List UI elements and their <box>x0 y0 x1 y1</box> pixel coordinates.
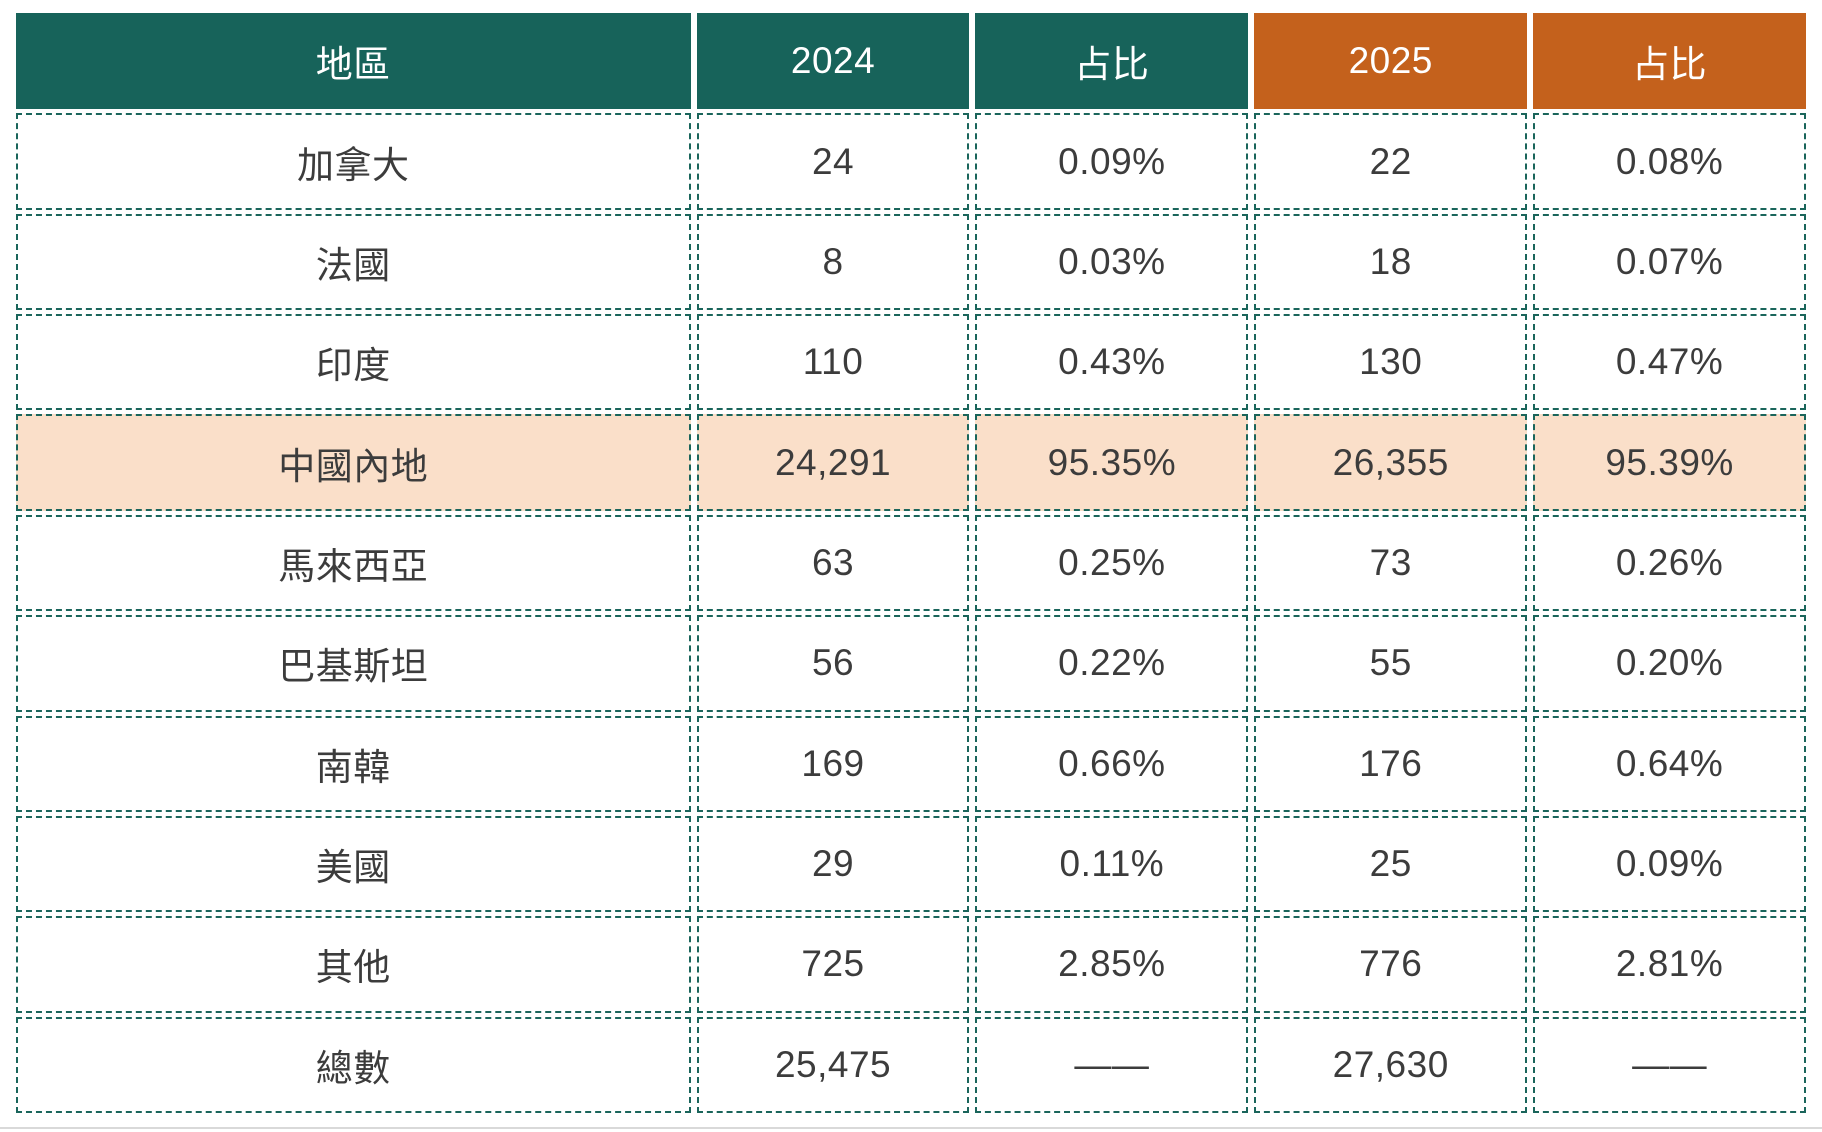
table-row: 印度 110 0.43% 130 0.47% <box>16 314 1806 411</box>
share-2024-cell: 95.35% <box>975 414 1249 511</box>
value-2024-cell: 169 <box>696 715 970 812</box>
share-2024-cell: 0.43% <box>975 314 1249 411</box>
share-2024-cell: 0.11% <box>975 815 1249 913</box>
value-2025-cell: 18 <box>1254 213 1528 311</box>
share-2025-cell: 0.64% <box>1533 715 1806 812</box>
table-row: 法國 8 0.03% 18 0.07% <box>16 213 1806 311</box>
share-2025-cell: —— <box>1533 1016 1806 1113</box>
table-row: 巴基斯坦 56 0.22% 55 0.20% <box>16 615 1806 712</box>
region-cell: 馬來西亞 <box>16 514 691 612</box>
table-row: 馬來西亞 63 0.25% 73 0.26% <box>16 514 1806 612</box>
table-row: 美國 29 0.11% 25 0.09% <box>16 815 1806 913</box>
table-row-total: 總數 25,475 —— 27,630 —— <box>16 1016 1806 1113</box>
value-2025-cell: 26,355 <box>1254 414 1528 511</box>
value-2024-cell: 24,291 <box>696 414 970 511</box>
page-bottom-divider <box>0 1127 1822 1129</box>
share-2025-cell: 0.26% <box>1533 514 1806 612</box>
share-2024-cell: 0.25% <box>975 514 1249 612</box>
share-2025-cell: 0.07% <box>1533 213 1806 311</box>
region-cell: 印度 <box>16 314 691 411</box>
value-2025-cell: 25 <box>1254 815 1528 913</box>
share-2024-cell: 0.09% <box>975 113 1249 210</box>
share-2025-cell: 0.08% <box>1533 113 1806 210</box>
table-row: 加拿大 24 0.09% 22 0.08% <box>16 113 1806 210</box>
value-2024-cell: 29 <box>696 815 970 913</box>
share-2024-cell: —— <box>975 1016 1249 1113</box>
share-2025-cell: 0.09% <box>1533 815 1806 913</box>
table-row-highlighted: 中國內地 24,291 95.35% 26,355 95.39% <box>16 414 1806 511</box>
header-2024: 2024 <box>696 13 970 110</box>
value-2024-cell: 24 <box>696 113 970 210</box>
share-2025-cell: 2.81% <box>1533 916 1806 1013</box>
header-2025: 2025 <box>1254 13 1528 110</box>
header-share-2025: 占比 <box>1533 13 1806 110</box>
share-2024-cell: 0.22% <box>975 615 1249 712</box>
share-2024-cell: 0.03% <box>975 213 1249 311</box>
header-region: 地區 <box>16 13 691 110</box>
value-2024-cell: 725 <box>696 916 970 1013</box>
region-cell: 加拿大 <box>16 113 691 210</box>
value-2025-cell: 22 <box>1254 113 1528 210</box>
region-cell: 南韓 <box>16 715 691 812</box>
share-2025-cell: 0.20% <box>1533 615 1806 712</box>
value-2025-cell: 776 <box>1254 916 1528 1013</box>
value-2025-cell: 130 <box>1254 314 1528 411</box>
region-cell: 巴基斯坦 <box>16 615 691 712</box>
value-2025-cell: 55 <box>1254 615 1528 712</box>
regions-table: 地區 2024 占比 2025 占比 加拿大 24 0.09% 22 0.08%… <box>16 13 1806 1113</box>
value-2024-cell: 25,475 <box>696 1016 970 1113</box>
region-cell: 中國內地 <box>16 414 691 511</box>
value-2024-cell: 56 <box>696 615 970 712</box>
region-cell: 美國 <box>16 815 691 913</box>
share-2025-cell: 95.39% <box>1533 414 1806 511</box>
value-2025-cell: 27,630 <box>1254 1016 1528 1113</box>
value-2024-cell: 8 <box>696 213 970 311</box>
header-share-2024: 占比 <box>975 13 1249 110</box>
value-2024-cell: 110 <box>696 314 970 411</box>
share-2024-cell: 2.85% <box>975 916 1249 1013</box>
value-2025-cell: 73 <box>1254 514 1528 612</box>
region-cell: 法國 <box>16 213 691 311</box>
share-2025-cell: 0.47% <box>1533 314 1806 411</box>
value-2025-cell: 176 <box>1254 715 1528 812</box>
table-row: 南韓 169 0.66% 176 0.64% <box>16 715 1806 812</box>
region-cell: 總數 <box>16 1016 691 1113</box>
table-header-row: 地區 2024 占比 2025 占比 <box>16 13 1806 110</box>
value-2024-cell: 63 <box>696 514 970 612</box>
share-2024-cell: 0.66% <box>975 715 1249 812</box>
table-row: 其他 725 2.85% 776 2.81% <box>16 916 1806 1013</box>
region-cell: 其他 <box>16 916 691 1013</box>
